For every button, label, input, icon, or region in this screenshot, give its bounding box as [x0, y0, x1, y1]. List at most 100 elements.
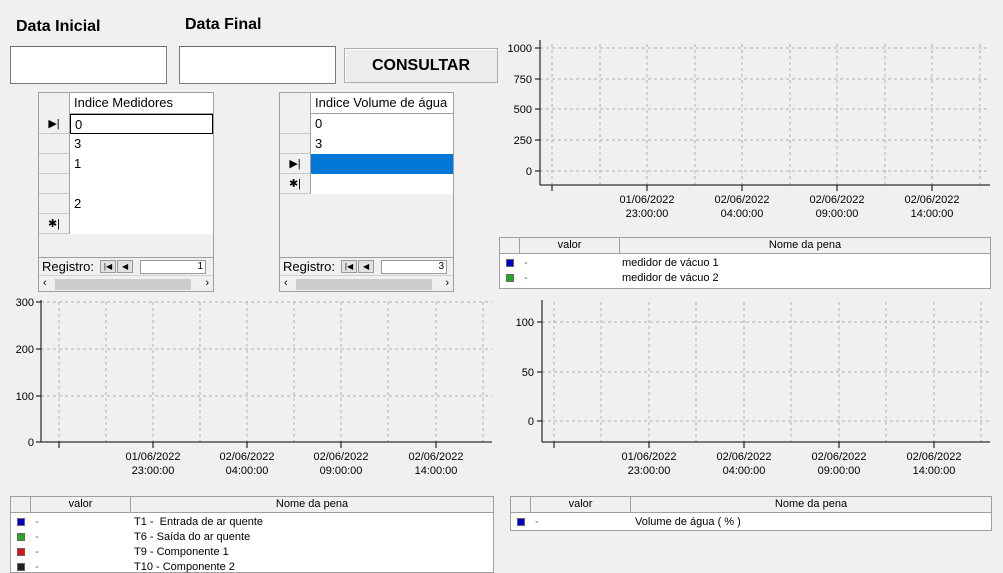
table-row[interactable]: 3	[280, 134, 453, 154]
table-row[interactable]: ✱|	[280, 174, 453, 194]
table-row[interactable]: 3	[39, 134, 213, 154]
first-record-icon[interactable]: |◀	[341, 260, 358, 273]
record-label: Registro:	[42, 259, 95, 274]
legend-value: -	[524, 257, 528, 269]
table-row-selected[interactable]: ▶|	[280, 154, 453, 174]
y-tick-label: 1000	[508, 43, 532, 55]
legend-value-header[interactable]: valor	[31, 497, 131, 512]
start-date-label: Data Inicial	[16, 18, 101, 35]
legend-value: -	[35, 561, 39, 573]
table-row[interactable]: 1	[39, 154, 213, 174]
x-tick-label: 01/06/2022	[125, 451, 180, 463]
x-tick-label: 02/06/2022	[313, 451, 368, 463]
legend-series-name: medidor de vácuo 2	[622, 272, 719, 284]
legend-row[interactable]: - T6 - Saída do ar quente	[11, 530, 493, 545]
table-cell[interactable]: 3	[311, 134, 453, 154]
table-row[interactable]: 2	[39, 194, 213, 214]
legend-series-name: T6 - Saída do ar quente	[134, 531, 251, 543]
legend-row[interactable]: - T1 - Entrada de ar quente	[11, 515, 493, 530]
record-navigator: Registro: |◀ ◀ 3	[280, 257, 453, 275]
x-tick-label: 14:00:00	[911, 208, 954, 220]
record-number-field[interactable]: 3	[381, 259, 448, 274]
table-cell[interactable]: 3	[70, 134, 213, 154]
table-row[interactable]: 0	[280, 114, 453, 134]
row-selector[interactable]	[280, 114, 311, 134]
legend-series-name: T1 - Entrada de ar quente	[134, 516, 264, 528]
row-selector[interactable]	[280, 134, 311, 154]
scroll-thumb[interactable]	[296, 279, 432, 290]
legend-row[interactable]: - medidor de vácuo 2	[500, 271, 990, 286]
vacuum-chart: 1000 750 500 250 0 01/06/2022 23:00:00 02/…	[498, 36, 998, 226]
x-tick-label: 23:00:00	[132, 465, 175, 477]
volume-grid[interactable]: Indice Volume de água 0 3 ▶| ✱| Registro…	[279, 92, 454, 292]
end-date-input[interactable]	[179, 46, 336, 84]
prev-record-icon[interactable]: ◀	[117, 260, 134, 273]
legend-series-name: medidor de vácuo 1	[622, 257, 719, 269]
table-cell[interactable]: 0	[311, 114, 453, 134]
water-volume-legend: valor Nome da pena - Volume de água ( % …	[510, 496, 992, 531]
y-tick-label: 300	[16, 298, 34, 309]
series-color-swatch	[17, 548, 25, 556]
legend-series-name: T9 - Componente 1	[134, 546, 229, 558]
row-selector[interactable]	[39, 134, 70, 154]
legend-row[interactable]: - T10 - Componente 2	[11, 560, 493, 573]
series-color-swatch	[17, 518, 25, 526]
start-date-input[interactable]	[10, 46, 167, 84]
table-cell[interactable]	[70, 174, 213, 194]
table-cell[interactable]	[311, 174, 453, 194]
horizontal-scrollbar[interactable]: ‹ ›	[39, 275, 213, 291]
row-selector[interactable]	[39, 194, 70, 214]
legend-value-header[interactable]: valor	[531, 497, 631, 512]
legend-row[interactable]: - Volume de água ( % )	[511, 515, 991, 530]
table-cell[interactable]: 2	[70, 194, 213, 214]
consult-button[interactable]: CONSULTAR	[344, 48, 498, 83]
table-row[interactable]	[39, 174, 213, 194]
table-cell[interactable]: 1	[70, 154, 213, 174]
x-tick-label: 02/06/2022	[906, 451, 961, 463]
scroll-left-icon[interactable]: ‹	[43, 277, 47, 289]
new-row-icon: ✱|	[280, 174, 311, 194]
volume-column-header[interactable]: Indice Volume de água	[315, 95, 448, 110]
legend-name-header[interactable]: Nome da pena	[275, 498, 349, 510]
legend-value-header[interactable]: valor	[520, 238, 620, 253]
scroll-thumb[interactable]	[55, 279, 191, 290]
new-row-icon: ✱|	[39, 214, 70, 234]
medidores-grid-header: Indice Medidores	[39, 93, 213, 114]
x-tick-label: 02/06/2022	[714, 194, 769, 206]
legend-name-header[interactable]: Nome da pena	[768, 239, 842, 251]
medidores-column-header[interactable]: Indice Medidores	[74, 95, 173, 110]
x-tick-label: 09:00:00	[320, 465, 363, 477]
legend-row[interactable]: - T9 - Componente 1	[11, 545, 493, 560]
first-record-icon[interactable]: |◀	[100, 260, 117, 273]
record-number-field[interactable]: 1	[140, 259, 207, 274]
table-row[interactable]: ▶| 0	[39, 114, 213, 134]
table-row[interactable]: ✱|	[39, 214, 213, 234]
volume-grid-header: Indice Volume de água	[280, 93, 453, 114]
series-color-swatch	[506, 259, 514, 267]
prev-record-icon[interactable]: ◀	[358, 260, 375, 273]
record-navigator: Registro: |◀ ◀ 1	[39, 257, 213, 275]
y-tick-label: 50	[522, 367, 534, 379]
legend-series-name: T10 - Componente 2	[134, 561, 235, 573]
legend-series-name: Volume de água ( % )	[635, 516, 741, 528]
x-tick-label: 02/06/2022	[716, 451, 771, 463]
table-cell[interactable]: 0	[70, 114, 213, 134]
table-cell[interactable]	[311, 154, 453, 174]
row-selector[interactable]	[39, 154, 70, 174]
horizontal-scrollbar[interactable]: ‹ ›	[280, 275, 453, 291]
scroll-left-icon[interactable]: ‹	[284, 277, 288, 289]
x-tick-label: 04:00:00	[721, 208, 764, 220]
y-tick-label: 750	[514, 74, 532, 86]
scroll-right-icon[interactable]: ›	[445, 277, 449, 289]
temperature-chart: 300 200 100 0 01/06/2022 23:00:00 02/06/20…	[0, 297, 498, 484]
water-volume-chart-svg: 100 50 0 01/06/2022 23:00:00 02/06/2022 04:…	[516, 300, 990, 477]
y-tick-label: 0	[526, 166, 532, 178]
legend-name-header[interactable]: Nome da pena	[774, 498, 848, 510]
row-selector[interactable]	[39, 174, 70, 194]
table-cell[interactable]	[70, 214, 213, 234]
scroll-right-icon[interactable]: ›	[205, 277, 209, 289]
x-tick-label: 02/06/2022	[408, 451, 463, 463]
medidores-grid[interactable]: Indice Medidores ▶| 0 3 1 2 ✱| Registro:…	[38, 92, 214, 292]
legend-value: -	[535, 516, 539, 528]
legend-row[interactable]: - medidor de vácuo 1	[500, 256, 990, 271]
